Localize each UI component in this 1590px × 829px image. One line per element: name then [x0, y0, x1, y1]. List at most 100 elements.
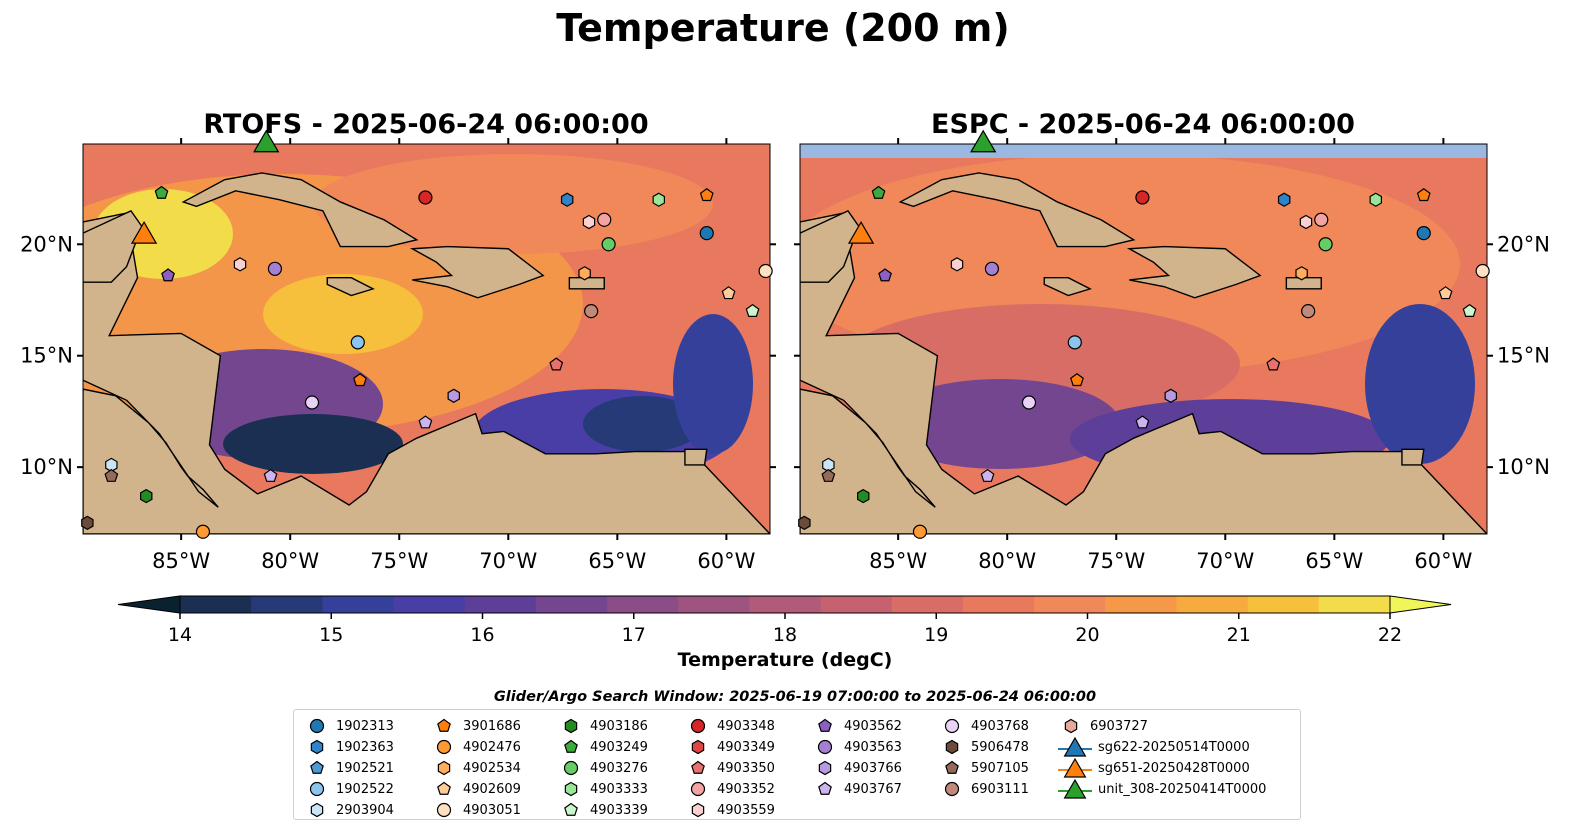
- colorbar-segment: [749, 596, 822, 613]
- legend-marker-icon: [564, 718, 578, 734]
- legend-label: 4903348: [717, 719, 775, 734]
- legend-label: 5907105: [971, 761, 1029, 776]
- legend-label: 4903249: [590, 740, 648, 755]
- colorbar-segment: [393, 596, 466, 613]
- argo-float-marker: [418, 415, 433, 429]
- argo-float-marker: [304, 395, 320, 410]
- colorbar-segment: [1176, 596, 1249, 613]
- lat-tick-label: 20°N: [20, 232, 73, 256]
- markers-rtofs: [81, 129, 773, 539]
- colorbar-segment: [1105, 596, 1178, 613]
- land-centralam: [800, 212, 1487, 534]
- legend-marker-icon: [1063, 758, 1087, 778]
- legend-marker-icon: [437, 718, 451, 732]
- argo-float-marker: [578, 266, 591, 281]
- colorbar-tick-label: 22: [1378, 624, 1402, 646]
- map-panel-rtofs: 85°W 80°W 75°W 70°W 65°W 60°W 10°N 15°N 20°N: [20, 129, 776, 573]
- land-trinidad: [684, 448, 708, 466]
- argo-float-marker: [447, 388, 460, 404]
- colorbar-segment: [1247, 596, 1320, 613]
- argo-float-marker: [1070, 372, 1084, 387]
- argo-float-marker: [267, 261, 283, 276]
- glider-marker: [253, 129, 280, 153]
- legend-marker-icon: [437, 760, 451, 776]
- colorbar-label: Temperature (degC): [678, 649, 893, 671]
- argo-float-marker: [1369, 192, 1383, 207]
- legend-label: 4903051: [463, 803, 521, 818]
- legend-label: 1902363: [336, 740, 394, 755]
- colorbar-segment: [535, 596, 608, 613]
- land-cuba: [898, 172, 1136, 248]
- colorbar-segment: [180, 596, 252, 613]
- argo-float-marker: [1475, 263, 1490, 279]
- legend-label: 1902522: [336, 782, 394, 797]
- legend-marker-icon: [691, 760, 705, 774]
- legend-marker-icon: [818, 760, 832, 776]
- land-trinidad: [1401, 448, 1425, 466]
- legend-label: 1902521: [336, 761, 394, 776]
- legend-marker-icon: [563, 760, 579, 776]
- legend-label: 4903339: [590, 803, 648, 818]
- search-window-title: Glider/Argo Search Window: 2025-06-19 07…: [493, 689, 1097, 705]
- colorbar-segment: [820, 596, 893, 613]
- lat-tick-label: 10°N: [1497, 455, 1550, 479]
- argo-float-marker: [912, 524, 928, 539]
- glider-marker: [130, 220, 158, 244]
- land-cuba: [181, 172, 419, 248]
- argo-float-marker: [878, 268, 892, 282]
- colorbar: 14 15 16 17 18 19 20 21 22: [117, 595, 1452, 646]
- legend-label: 4902534: [463, 761, 521, 776]
- legend-label: 4903276: [590, 761, 648, 776]
- lon-tick-label: 80°W: [261, 549, 319, 573]
- legend-marker-icon: [310, 739, 324, 755]
- legend-label: 4903563: [844, 740, 902, 755]
- lat-tick-label: 15°N: [20, 344, 73, 368]
- argo-float-marker: [857, 488, 870, 504]
- axes-espc: 85°W 80°W 75°W 70°W 65°W 60°W 10°N 15°N 20°N: [794, 138, 1550, 573]
- legend-marker-icon: [945, 739, 959, 755]
- argo-float-marker: [350, 335, 365, 350]
- lon-tick-label: 65°W: [1305, 549, 1363, 573]
- argo-float-marker: [1021, 395, 1037, 410]
- land-jamaica: [326, 277, 375, 297]
- legend-label: 4903186: [590, 719, 648, 734]
- argo-float-marker: [980, 468, 995, 482]
- lon-tick-label: 60°W: [697, 549, 755, 573]
- argo-float-marker: [597, 212, 612, 227]
- argo-float-marker: [560, 192, 574, 207]
- argo-float-marker: [871, 185, 886, 199]
- argo-float-marker: [821, 468, 836, 482]
- land-jamaica: [1043, 277, 1092, 297]
- argo-float-marker: [195, 524, 211, 539]
- legend-marker-icon: [436, 739, 452, 755]
- lon-tick-label: 65°W: [588, 549, 646, 573]
- legend-label: sg622-20250514T0000: [1098, 740, 1250, 755]
- legend-marker-icon: [309, 781, 325, 797]
- argo-float-marker: [1416, 226, 1431, 241]
- argo-float-marker: [140, 488, 153, 504]
- argo-float-marker: [798, 515, 811, 531]
- legend-marker-icon: [310, 802, 324, 818]
- argo-float-marker: [1438, 286, 1453, 300]
- legend-marker-icon: [437, 781, 451, 795]
- lat-tick-label: 10°N: [20, 455, 73, 479]
- legend-marker-icon: [1064, 718, 1078, 734]
- legend-marker-icon: [818, 781, 832, 795]
- legend-marker-icon: [691, 802, 705, 818]
- colorbar-extend-high: [1389, 595, 1452, 614]
- land-rtofs: [83, 172, 770, 534]
- legend-label: 6903727: [1090, 719, 1148, 734]
- argo-float-marker: [582, 214, 596, 230]
- colorbar-tick-label: 19: [924, 624, 948, 646]
- colorbar-tick-label: 18: [773, 624, 797, 646]
- land-puertorico: [568, 277, 605, 290]
- lon-tick-label: 85°W: [869, 549, 927, 573]
- legend-marker-icon: [564, 781, 578, 797]
- lon-tick-label: 75°W: [370, 549, 428, 573]
- argo-float-marker: [1462, 303, 1477, 318]
- land-yucatan: [800, 209, 860, 283]
- legend-label: 4903562: [844, 719, 902, 734]
- land-centralam: [83, 212, 770, 534]
- panel-title-espc: ESPC - 2025-06-24 06:00:00: [931, 109, 1355, 140]
- land-espc: [800, 172, 1487, 534]
